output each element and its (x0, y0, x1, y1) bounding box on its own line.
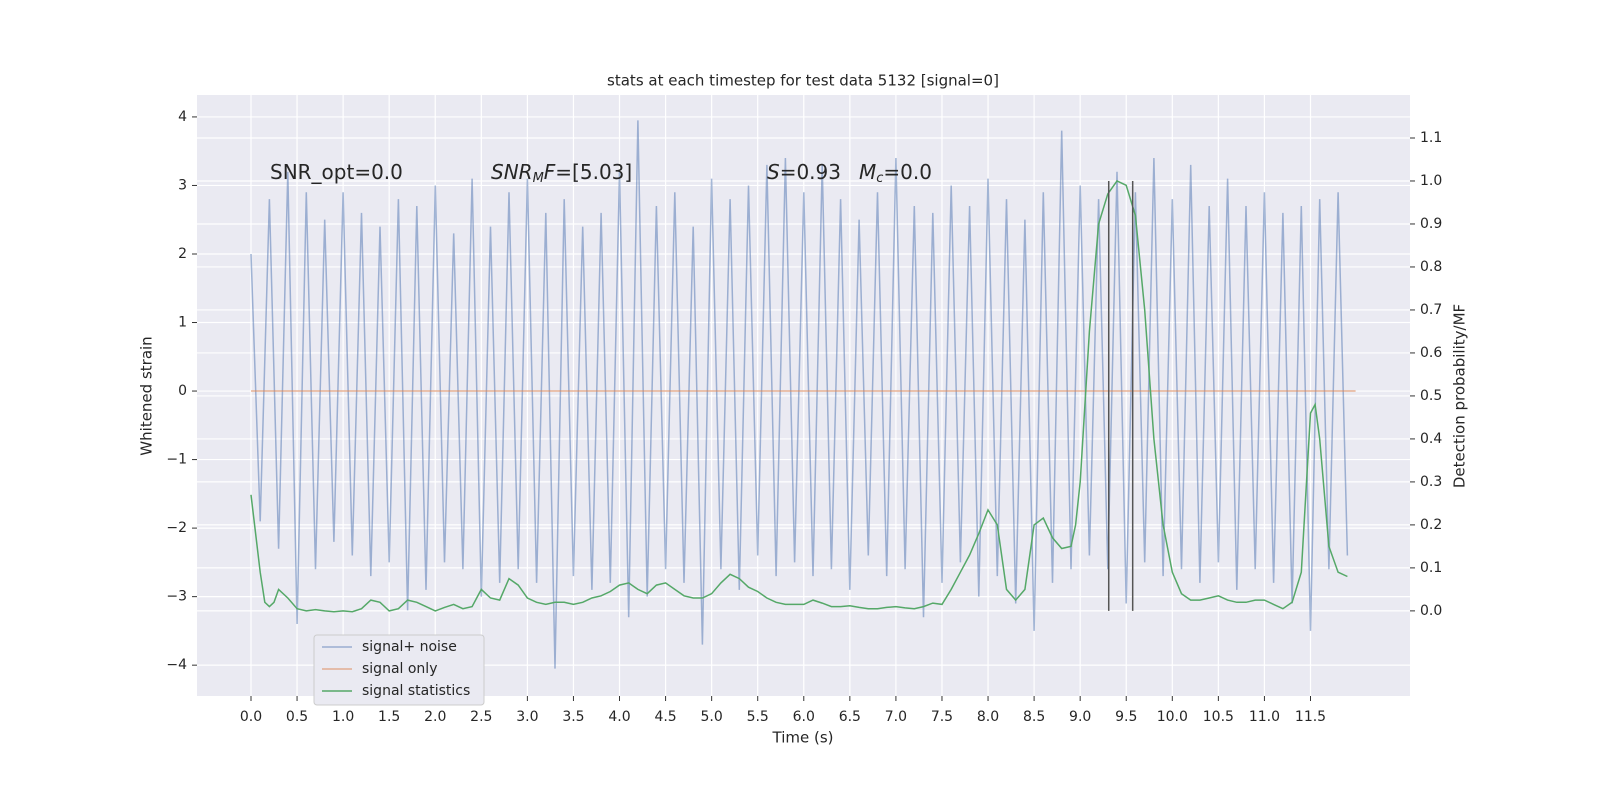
y-tick-label: −1 (166, 452, 187, 468)
y2-tick-label: 0.2 (1420, 517, 1442, 533)
x-tick-label: 4.0 (608, 709, 630, 725)
x-tick-label: 0.0 (240, 709, 262, 725)
annotation-part: =[5.03] (555, 160, 632, 184)
annotation-part: M (859, 160, 876, 184)
annotation: SNR_opt=0.0 (270, 160, 403, 184)
x-tick-label: 6.0 (793, 709, 815, 725)
y-tick-label: −2 (166, 520, 187, 536)
y-tick-label: −3 (166, 589, 187, 605)
y2-tick-label: 0.8 (1420, 259, 1442, 275)
x-tick-label: 1.0 (332, 709, 354, 725)
annotation-part: F (544, 160, 556, 184)
annotation-part: SNR (491, 160, 533, 184)
x-tick-label: 5.5 (747, 709, 769, 725)
y-tick-label: −4 (166, 657, 187, 673)
x-tick-label: 2.0 (424, 709, 446, 725)
legend-label: signal only (362, 661, 437, 677)
legend-label: signal+ noise (362, 639, 457, 655)
x-tick-label: 10.5 (1203, 709, 1234, 725)
x-tick-label: 6.5 (839, 709, 861, 725)
annotation: SNRMF=[5.03] (491, 160, 632, 186)
x-tick-label: 1.5 (378, 709, 400, 725)
y-axis-label: Whitened strain (138, 336, 156, 455)
x-tick-label: 0.5 (286, 709, 308, 725)
legend-box (313, 634, 485, 706)
y-tick-label: 0 (178, 383, 187, 399)
y-tick-label: 2 (178, 246, 187, 262)
y2-tick-label: 0.0 (1420, 603, 1442, 619)
x-tick-label: 4.5 (654, 709, 676, 725)
annotation: S=0.93 (767, 160, 841, 184)
x-tick-label: 3.0 (516, 709, 538, 725)
x-tick-label: 8.0 (977, 709, 999, 725)
marks (250, 120, 1356, 669)
x-tick-label: 11.0 (1249, 709, 1280, 725)
x-axis-label: Time (s) (772, 729, 834, 747)
y-tick-label: 3 (178, 177, 187, 193)
annotation-part: SNR_opt=0.0 (270, 160, 403, 184)
x-tick-label: 10.0 (1157, 709, 1188, 725)
y-tick-label: 4 (178, 109, 187, 125)
y2-tick-label: 0.7 (1420, 302, 1442, 318)
series-line (250, 120, 1349, 669)
x-tick-label: 5.0 (701, 709, 723, 725)
y2-tick-label: 1.1 (1420, 130, 1442, 146)
x-tick-label: 7.5 (931, 709, 953, 725)
x-tick-label: 11.5 (1295, 709, 1326, 725)
annotation: Mc=0.0 (859, 160, 932, 186)
annotation-part: M (533, 171, 544, 186)
y2-tick-label: 0.5 (1420, 388, 1442, 404)
y2-tick-label: 1.0 (1420, 173, 1442, 189)
y2-tick-label: 0.3 (1420, 474, 1442, 490)
annotation-part: =0.0 (883, 160, 932, 184)
y2-tick-label: 0.9 (1420, 216, 1442, 232)
x-tick-label: 7.0 (885, 709, 907, 725)
y2-axis-label: Detection probability/MF (1451, 304, 1469, 488)
y-tick-label: 1 (178, 315, 187, 331)
x-tick-label: 9.0 (1069, 709, 1091, 725)
x-tick-label: 2.5 (470, 709, 492, 725)
x-tick-label: 3.5 (562, 709, 584, 725)
x-tick-label: 8.5 (1023, 709, 1045, 725)
y2-tick-label: 0.1 (1420, 560, 1442, 576)
annotation-part: c (876, 171, 883, 186)
series-line (250, 180, 1348, 613)
legend-label: signal statistics (362, 683, 470, 699)
annotation-part: =0.93 (780, 160, 841, 184)
chart-title: stats at each timestep for test data 513… (607, 72, 999, 90)
annotation-part: S (767, 160, 780, 184)
y2-tick-label: 0.4 (1420, 431, 1442, 447)
y2-tick-label: 0.6 (1420, 345, 1442, 361)
x-tick-label: 9.5 (1115, 709, 1137, 725)
